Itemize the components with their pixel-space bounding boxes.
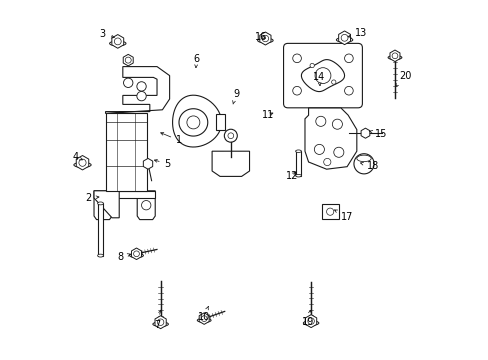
Text: 8: 8 [118, 252, 130, 262]
Circle shape [391, 53, 397, 59]
Polygon shape [259, 32, 270, 45]
Circle shape [292, 86, 301, 95]
Circle shape [157, 319, 163, 325]
Circle shape [114, 38, 121, 45]
Circle shape [98, 201, 107, 210]
Circle shape [353, 154, 373, 174]
Circle shape [307, 318, 314, 324]
Polygon shape [94, 191, 155, 198]
Polygon shape [105, 67, 169, 113]
Circle shape [133, 251, 139, 257]
Ellipse shape [98, 202, 103, 205]
Text: 9: 9 [232, 89, 239, 104]
Circle shape [123, 78, 133, 87]
Bar [295, 151, 301, 176]
Circle shape [218, 157, 225, 164]
Text: 10: 10 [197, 306, 209, 322]
Ellipse shape [356, 155, 370, 162]
Circle shape [262, 35, 268, 42]
Polygon shape [137, 191, 155, 220]
Circle shape [231, 152, 247, 168]
Circle shape [314, 144, 324, 154]
Circle shape [137, 91, 146, 101]
Circle shape [137, 82, 146, 91]
Polygon shape [123, 54, 133, 66]
Ellipse shape [74, 162, 91, 167]
Circle shape [186, 116, 200, 129]
Circle shape [125, 57, 131, 63]
Ellipse shape [295, 175, 301, 177]
Circle shape [315, 116, 325, 126]
Circle shape [292, 54, 301, 63]
Polygon shape [155, 316, 166, 329]
Circle shape [213, 152, 229, 168]
Polygon shape [172, 95, 221, 147]
Circle shape [332, 119, 342, 129]
Bar [321, 204, 338, 219]
Text: 6: 6 [193, 54, 199, 68]
Text: 7: 7 [153, 310, 161, 330]
Circle shape [333, 147, 343, 157]
Text: 11: 11 [261, 110, 273, 120]
Ellipse shape [98, 254, 103, 257]
Polygon shape [112, 35, 123, 48]
Text: 1: 1 [161, 132, 182, 145]
Text: 12: 12 [285, 171, 298, 181]
Bar [215, 114, 224, 130]
FancyBboxPatch shape [283, 43, 362, 108]
Text: 2: 2 [85, 193, 99, 203]
Text: 15: 15 [368, 129, 386, 139]
Circle shape [79, 159, 86, 166]
Circle shape [341, 34, 347, 41]
Circle shape [309, 63, 314, 68]
Circle shape [326, 208, 333, 215]
Text: 5: 5 [154, 159, 170, 169]
Polygon shape [179, 109, 207, 136]
Ellipse shape [387, 55, 401, 59]
Ellipse shape [336, 37, 352, 42]
Polygon shape [94, 191, 119, 218]
Circle shape [344, 86, 352, 95]
Ellipse shape [109, 41, 126, 46]
Circle shape [323, 158, 330, 166]
Text: 16: 16 [255, 32, 267, 42]
Circle shape [227, 133, 233, 139]
Bar [98, 203, 103, 256]
Bar [105, 113, 147, 191]
Polygon shape [360, 128, 369, 138]
Ellipse shape [295, 150, 301, 153]
Circle shape [224, 129, 237, 142]
Text: 13: 13 [347, 28, 367, 38]
Polygon shape [305, 108, 356, 169]
Ellipse shape [197, 318, 211, 322]
Text: 18: 18 [360, 161, 378, 171]
Polygon shape [301, 60, 344, 91]
Ellipse shape [303, 321, 318, 325]
Circle shape [314, 68, 330, 84]
Text: 4: 4 [72, 152, 82, 162]
Polygon shape [76, 156, 88, 170]
Circle shape [141, 201, 151, 210]
Polygon shape [389, 50, 399, 62]
Text: 20: 20 [395, 71, 411, 86]
Polygon shape [338, 31, 350, 45]
Polygon shape [305, 315, 316, 328]
Polygon shape [143, 158, 152, 169]
Circle shape [344, 54, 352, 63]
Text: 14: 14 [312, 72, 325, 86]
Text: 19: 19 [302, 310, 314, 327]
Ellipse shape [129, 253, 143, 257]
Ellipse shape [257, 38, 273, 43]
Polygon shape [94, 191, 112, 220]
Polygon shape [199, 313, 209, 324]
Ellipse shape [153, 322, 168, 327]
Polygon shape [131, 248, 141, 260]
Circle shape [331, 80, 335, 84]
Text: 17: 17 [334, 210, 353, 222]
Circle shape [236, 157, 243, 164]
Circle shape [201, 316, 206, 321]
Text: 3: 3 [100, 29, 114, 39]
Polygon shape [212, 151, 249, 176]
